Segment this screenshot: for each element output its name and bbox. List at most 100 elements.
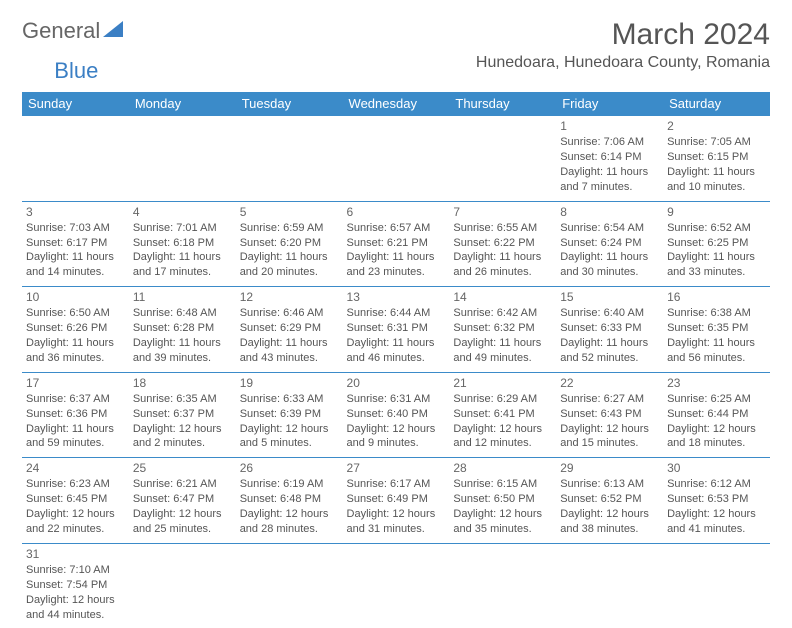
- calendar-cell: 26Sunrise: 6:19 AMSunset: 6:48 PMDayligh…: [236, 458, 343, 544]
- daylight-text: Daylight: 11 hours and 20 minutes.: [240, 250, 339, 280]
- daylight-text: Daylight: 12 hours and 25 minutes.: [133, 507, 232, 537]
- sunset-text: Sunset: 6:43 PM: [560, 407, 659, 422]
- sunrise-text: Sunrise: 6:27 AM: [560, 392, 659, 407]
- daylight-text: Daylight: 12 hours and 15 minutes.: [560, 422, 659, 452]
- sunrise-text: Sunrise: 6:42 AM: [453, 306, 552, 321]
- calendar-cell: 25Sunrise: 6:21 AMSunset: 6:47 PMDayligh…: [129, 458, 236, 544]
- sunrise-text: Sunrise: 6:48 AM: [133, 306, 232, 321]
- sunset-text: Sunset: 6:20 PM: [240, 236, 339, 251]
- calendar-cell: 11Sunrise: 6:48 AMSunset: 6:28 PMDayligh…: [129, 287, 236, 373]
- sunset-text: Sunset: 6:50 PM: [453, 492, 552, 507]
- day-number: 3: [26, 204, 125, 220]
- sunrise-text: Sunrise: 7:10 AM: [26, 563, 125, 578]
- day-header: Tuesday: [236, 92, 343, 116]
- sunset-text: Sunset: 6:31 PM: [347, 321, 446, 336]
- calendar-cell: 20Sunrise: 6:31 AMSunset: 6:40 PMDayligh…: [343, 372, 450, 458]
- calendar-cell: 12Sunrise: 6:46 AMSunset: 6:29 PMDayligh…: [236, 287, 343, 373]
- day-number: 21: [453, 375, 552, 391]
- sail-icon: [102, 20, 124, 38]
- daylight-text: Daylight: 11 hours and 39 minutes.: [133, 336, 232, 366]
- daylight-text: Daylight: 11 hours and 14 minutes.: [26, 250, 125, 280]
- calendar-cell: 8Sunrise: 6:54 AMSunset: 6:24 PMDaylight…: [556, 201, 663, 287]
- day-number: 1: [560, 118, 659, 134]
- calendar-cell: 6Sunrise: 6:57 AMSunset: 6:21 PMDaylight…: [343, 201, 450, 287]
- month-title: March 2024: [476, 18, 770, 52]
- daylight-text: Daylight: 11 hours and 59 minutes.: [26, 422, 125, 452]
- calendar-row: 3Sunrise: 7:03 AMSunset: 6:17 PMDaylight…: [22, 201, 770, 287]
- daylight-text: Daylight: 11 hours and 36 minutes.: [26, 336, 125, 366]
- sunset-text: Sunset: 6:32 PM: [453, 321, 552, 336]
- day-number: 22: [560, 375, 659, 391]
- sunset-text: Sunset: 6:35 PM: [667, 321, 766, 336]
- sunset-text: Sunset: 6:48 PM: [240, 492, 339, 507]
- calendar-cell: 27Sunrise: 6:17 AMSunset: 6:49 PMDayligh…: [343, 458, 450, 544]
- daylight-text: Daylight: 12 hours and 38 minutes.: [560, 507, 659, 537]
- day-number: 19: [240, 375, 339, 391]
- day-number: 4: [133, 204, 232, 220]
- daylight-text: Daylight: 12 hours and 12 minutes.: [453, 422, 552, 452]
- calendar-table: SundayMondayTuesdayWednesdayThursdayFrid…: [22, 92, 770, 628]
- calendar-body: 1Sunrise: 7:06 AMSunset: 6:14 PMDaylight…: [22, 116, 770, 628]
- sunrise-text: Sunrise: 7:01 AM: [133, 221, 232, 236]
- sunrise-text: Sunrise: 6:17 AM: [347, 477, 446, 492]
- daylight-text: Daylight: 11 hours and 17 minutes.: [133, 250, 232, 280]
- daylight-text: Daylight: 12 hours and 41 minutes.: [667, 507, 766, 537]
- sunrise-text: Sunrise: 7:03 AM: [26, 221, 125, 236]
- sunset-text: Sunset: 6:44 PM: [667, 407, 766, 422]
- day-header: Wednesday: [343, 92, 450, 116]
- day-number: 18: [133, 375, 232, 391]
- day-number: 29: [560, 460, 659, 476]
- sunrise-text: Sunrise: 7:05 AM: [667, 135, 766, 150]
- calendar-cell: 17Sunrise: 6:37 AMSunset: 6:36 PMDayligh…: [22, 372, 129, 458]
- sunrise-text: Sunrise: 6:38 AM: [667, 306, 766, 321]
- day-number: 28: [453, 460, 552, 476]
- sunset-text: Sunset: 6:29 PM: [240, 321, 339, 336]
- day-number: 27: [347, 460, 446, 476]
- sunrise-text: Sunrise: 6:23 AM: [26, 477, 125, 492]
- sunrise-text: Sunrise: 6:44 AM: [347, 306, 446, 321]
- sunrise-text: Sunrise: 6:57 AM: [347, 221, 446, 236]
- calendar-row: 1Sunrise: 7:06 AMSunset: 6:14 PMDaylight…: [22, 116, 770, 202]
- sunset-text: Sunset: 6:15 PM: [667, 150, 766, 165]
- calendar-cell: 30Sunrise: 6:12 AMSunset: 6:53 PMDayligh…: [663, 458, 770, 544]
- daylight-text: Daylight: 11 hours and 33 minutes.: [667, 250, 766, 280]
- day-number: 7: [453, 204, 552, 220]
- sunrise-text: Sunrise: 6:15 AM: [453, 477, 552, 492]
- daylight-text: Daylight: 12 hours and 18 minutes.: [667, 422, 766, 452]
- calendar-cell-empty: [449, 543, 556, 628]
- calendar-cell: 3Sunrise: 7:03 AMSunset: 6:17 PMDaylight…: [22, 201, 129, 287]
- day-number: 6: [347, 204, 446, 220]
- calendar-cell: 18Sunrise: 6:35 AMSunset: 6:37 PMDayligh…: [129, 372, 236, 458]
- sunrise-text: Sunrise: 6:50 AM: [26, 306, 125, 321]
- logo-text-blue: Blue: [54, 58, 98, 84]
- calendar-cell: 16Sunrise: 6:38 AMSunset: 6:35 PMDayligh…: [663, 287, 770, 373]
- sunset-text: Sunset: 6:39 PM: [240, 407, 339, 422]
- location: Hunedoara, Hunedoara County, Romania: [476, 54, 770, 72]
- daylight-text: Daylight: 12 hours and 2 minutes.: [133, 422, 232, 452]
- daylight-text: Daylight: 12 hours and 5 minutes.: [240, 422, 339, 452]
- calendar-head: SundayMondayTuesdayWednesdayThursdayFrid…: [22, 92, 770, 116]
- sunrise-text: Sunrise: 7:06 AM: [560, 135, 659, 150]
- sunset-text: Sunset: 6:26 PM: [26, 321, 125, 336]
- day-number: 14: [453, 289, 552, 305]
- sunrise-text: Sunrise: 6:13 AM: [560, 477, 659, 492]
- calendar-cell: 23Sunrise: 6:25 AMSunset: 6:44 PMDayligh…: [663, 372, 770, 458]
- day-number: 25: [133, 460, 232, 476]
- calendar-cell-empty: [343, 116, 450, 202]
- day-number: 9: [667, 204, 766, 220]
- calendar-row: 10Sunrise: 6:50 AMSunset: 6:26 PMDayligh…: [22, 287, 770, 373]
- logo: General: [22, 18, 124, 44]
- calendar-cell-empty: [236, 116, 343, 202]
- sunrise-text: Sunrise: 6:31 AM: [347, 392, 446, 407]
- daylight-text: Daylight: 11 hours and 46 minutes.: [347, 336, 446, 366]
- calendar-cell: 10Sunrise: 6:50 AMSunset: 6:26 PMDayligh…: [22, 287, 129, 373]
- day-number: 15: [560, 289, 659, 305]
- day-header: Saturday: [663, 92, 770, 116]
- title-block: March 2024 Hunedoara, Hunedoara County, …: [476, 18, 770, 72]
- calendar-cell: 13Sunrise: 6:44 AMSunset: 6:31 PMDayligh…: [343, 287, 450, 373]
- day-number: 23: [667, 375, 766, 391]
- calendar-cell-empty: [129, 543, 236, 628]
- daylight-text: Daylight: 11 hours and 7 minutes.: [560, 165, 659, 195]
- day-header: Friday: [556, 92, 663, 116]
- calendar-cell: 5Sunrise: 6:59 AMSunset: 6:20 PMDaylight…: [236, 201, 343, 287]
